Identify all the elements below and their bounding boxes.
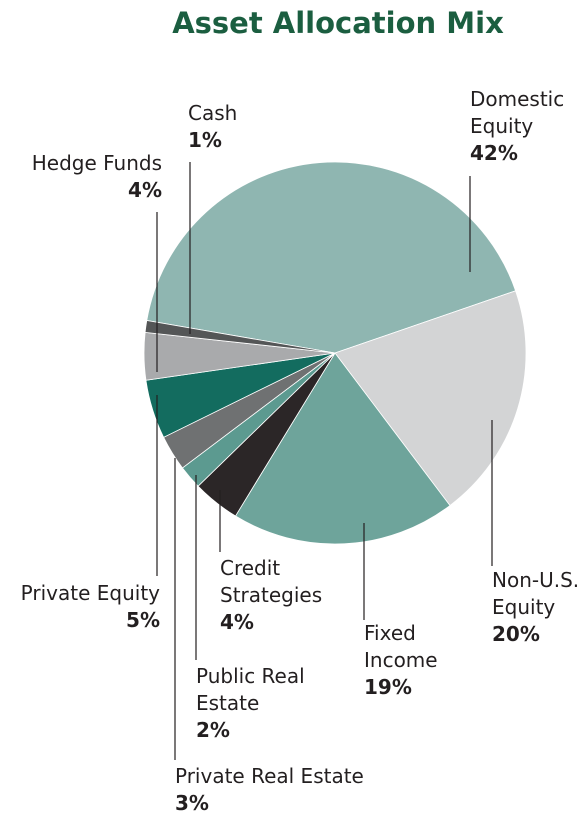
- category-name: Hedge Funds: [31, 151, 162, 175]
- pie-slice: [146, 161, 517, 354]
- value-label: 1%: [188, 128, 222, 152]
- value-label: 2%: [196, 718, 230, 742]
- chart-title: Asset Allocation Mix: [172, 6, 504, 40]
- category-name: Private Real Estate: [175, 764, 364, 788]
- category-name: Fixed Income: [364, 621, 438, 672]
- category-name: Non-U.S. Equity: [492, 568, 580, 619]
- category-name: Public Real Estate: [196, 664, 305, 715]
- slice-label: Private Real Estate 3%: [175, 763, 375, 817]
- slice-label: Domestic Equity 42%: [470, 86, 580, 167]
- value-label: 20%: [492, 622, 540, 646]
- pie-slice: [234, 352, 451, 545]
- category-name: Domestic Equity: [470, 87, 565, 138]
- value-label: 19%: [364, 675, 412, 699]
- value-label: 5%: [126, 608, 160, 632]
- value-label: 4%: [220, 610, 254, 634]
- value-label: 4%: [128, 178, 162, 202]
- category-name: Cash: [188, 101, 238, 125]
- slice-label: Private Equity 5%: [0, 580, 160, 634]
- slice-label: Cash 1%: [188, 100, 268, 154]
- pie-slice: [144, 320, 336, 354]
- slice-label: Credit Strategies 4%: [220, 555, 340, 636]
- value-label: 42%: [470, 141, 518, 165]
- slice-label: Hedge Funds 4%: [0, 150, 162, 204]
- category-name: Private Equity: [20, 581, 160, 605]
- slice-label: Non-U.S. Equity 20%: [492, 567, 585, 648]
- slice-label: Public Real Estate 2%: [196, 663, 326, 744]
- value-label: 3%: [175, 791, 209, 815]
- pie-slice: [334, 290, 527, 507]
- slice-label: Fixed Income 19%: [364, 620, 454, 701]
- category-name: Credit Strategies: [220, 556, 323, 607]
